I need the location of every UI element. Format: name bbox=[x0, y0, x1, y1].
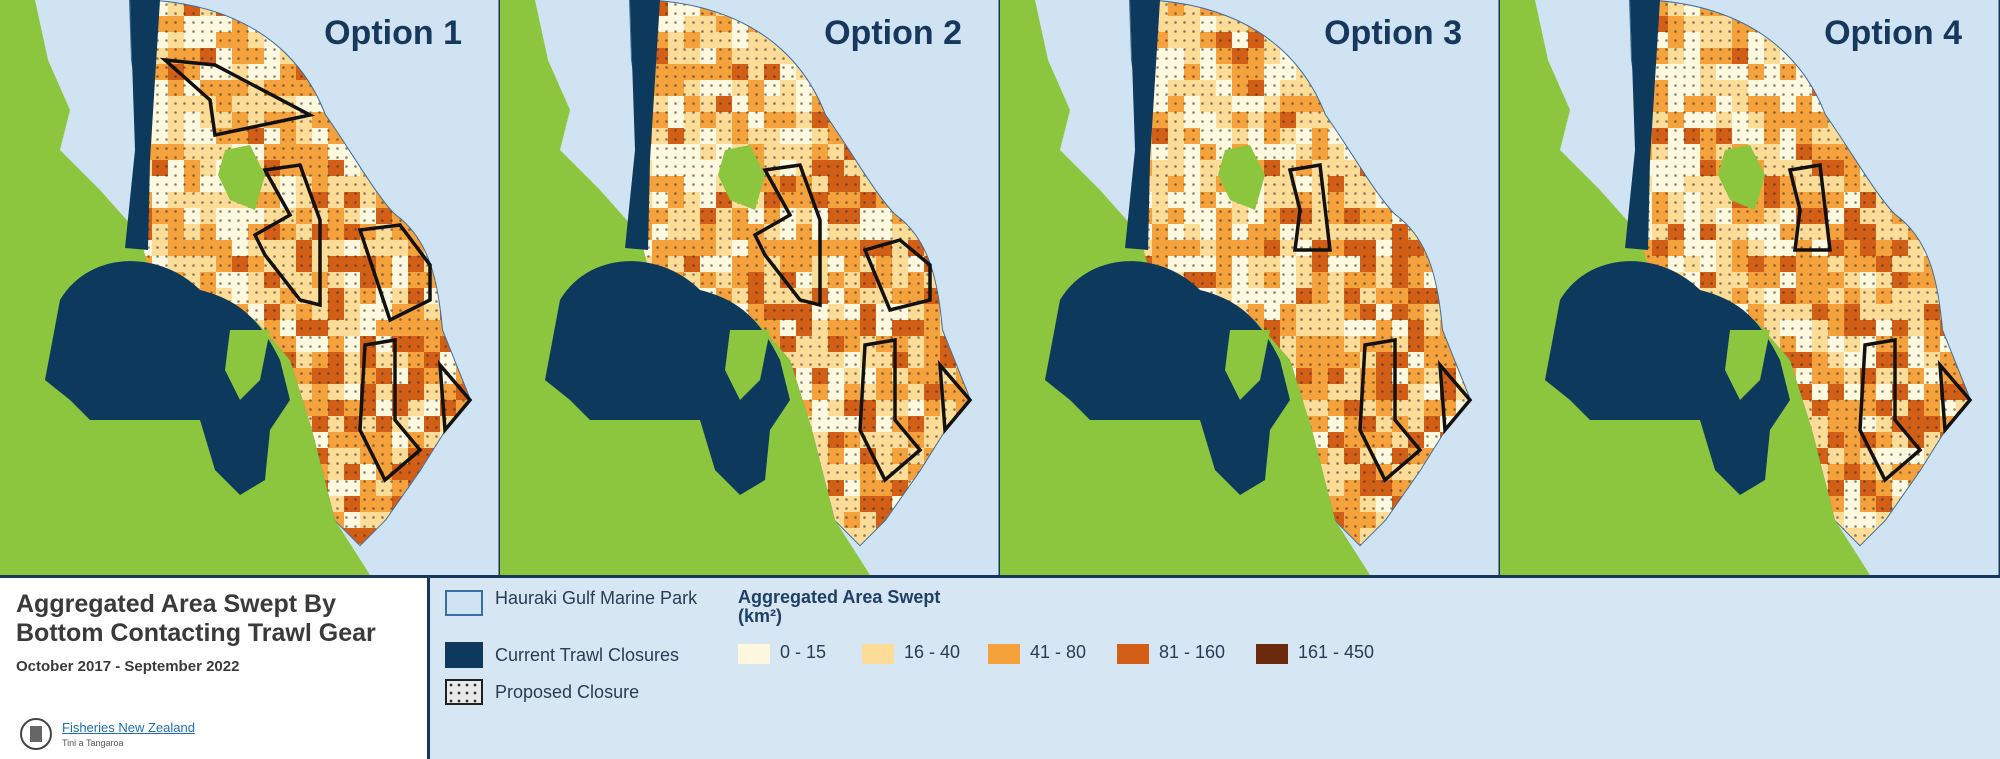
layer-label: Current Trawl Closures bbox=[495, 645, 680, 665]
current-closure bbox=[1545, 261, 1790, 495]
proposed-closure bbox=[1287, 162, 1332, 252]
class-swatch bbox=[862, 644, 894, 664]
class-swatch bbox=[738, 644, 770, 664]
land-peninsula bbox=[1225, 330, 1270, 400]
map-panel: Option 4 bbox=[1500, 0, 2000, 575]
proposed-closure bbox=[1787, 162, 1832, 252]
title-box: Aggregated Area Swept By Bottom Contacti… bbox=[0, 578, 430, 759]
class-swatch bbox=[1256, 644, 1288, 664]
class-label: 81 - 160 bbox=[1159, 642, 1226, 662]
land bbox=[1000, 0, 1370, 575]
scale-title: Aggregated Area Swept (km²) bbox=[738, 588, 940, 626]
current-closure bbox=[1125, 0, 1160, 250]
legend-title: Aggregated Area Swept By Bottom Contacti… bbox=[16, 590, 376, 647]
land-peninsula bbox=[1725, 330, 1770, 400]
land-island bbox=[1718, 145, 1765, 210]
agency-subtitle: Tini a Tangaroa bbox=[62, 738, 124, 748]
current-closure bbox=[545, 261, 790, 495]
map-panel: Option 3 bbox=[1000, 0, 1502, 575]
map-panel: Option 1 bbox=[0, 0, 502, 575]
current-closure bbox=[625, 0, 660, 250]
land-peninsula bbox=[225, 330, 270, 400]
layer-label: Hauraki Gulf Marine Park bbox=[495, 588, 698, 608]
legend-area: Aggregated Area Swept By Bottom Contacti… bbox=[0, 575, 2000, 759]
proposed-closure bbox=[252, 163, 322, 308]
park-swatch bbox=[445, 590, 483, 616]
current-closure bbox=[45, 261, 290, 495]
proposed-closure bbox=[159, 57, 316, 138]
land-island bbox=[218, 145, 265, 210]
land bbox=[500, 0, 870, 575]
class-swatch bbox=[1117, 644, 1149, 664]
panel-title: Option 3 bbox=[1324, 14, 1462, 52]
period: October 2017 - September 2022 bbox=[16, 658, 240, 675]
land-peninsula bbox=[725, 330, 770, 400]
land-island bbox=[1218, 145, 1265, 210]
land-island bbox=[718, 145, 765, 210]
class-label: 16 - 40 bbox=[904, 642, 961, 662]
land bbox=[0, 0, 370, 575]
proposed-closure bbox=[357, 223, 432, 323]
proposed-closure bbox=[1858, 337, 1923, 483]
scale-unit: (km²) bbox=[738, 606, 782, 626]
proposed-closure bbox=[1437, 359, 1473, 435]
map-panels: Option 1 Option 2 Option 3 Option 4 bbox=[0, 0, 2000, 575]
proposed-closure bbox=[1358, 337, 1423, 483]
current-closure bbox=[125, 0, 160, 250]
layer-label: Proposed Closure bbox=[495, 682, 640, 702]
class-swatch bbox=[988, 644, 1020, 664]
panel-title: Option 1 bbox=[324, 14, 462, 52]
current-closure bbox=[1045, 261, 1290, 495]
class-label: 161 - 450 bbox=[1298, 642, 1375, 662]
current-closure bbox=[1625, 0, 1660, 250]
panel-title: Option 4 bbox=[1824, 14, 1962, 52]
class-label: 0 - 15 bbox=[780, 642, 827, 662]
land bbox=[1500, 0, 1870, 575]
crest-icon bbox=[20, 718, 52, 750]
proposed-closure bbox=[862, 238, 932, 313]
scale-title-text: Aggregated Area Swept bbox=[738, 587, 941, 607]
closure-swatch bbox=[445, 642, 483, 668]
proposed-closure bbox=[752, 163, 822, 308]
proposed-closure bbox=[358, 337, 423, 483]
proposed-swatch bbox=[445, 679, 483, 705]
proposed-closure bbox=[437, 359, 473, 435]
map-panel: Option 2 bbox=[500, 0, 1002, 575]
agency-name: Fisheries New Zealand bbox=[62, 720, 195, 735]
class-label: 41 - 80 bbox=[1030, 642, 1087, 662]
panel-title: Option 2 bbox=[824, 14, 962, 52]
proposed-closure bbox=[858, 337, 923, 483]
proposed-closure bbox=[1937, 359, 1973, 435]
proposed-closure bbox=[937, 359, 973, 435]
